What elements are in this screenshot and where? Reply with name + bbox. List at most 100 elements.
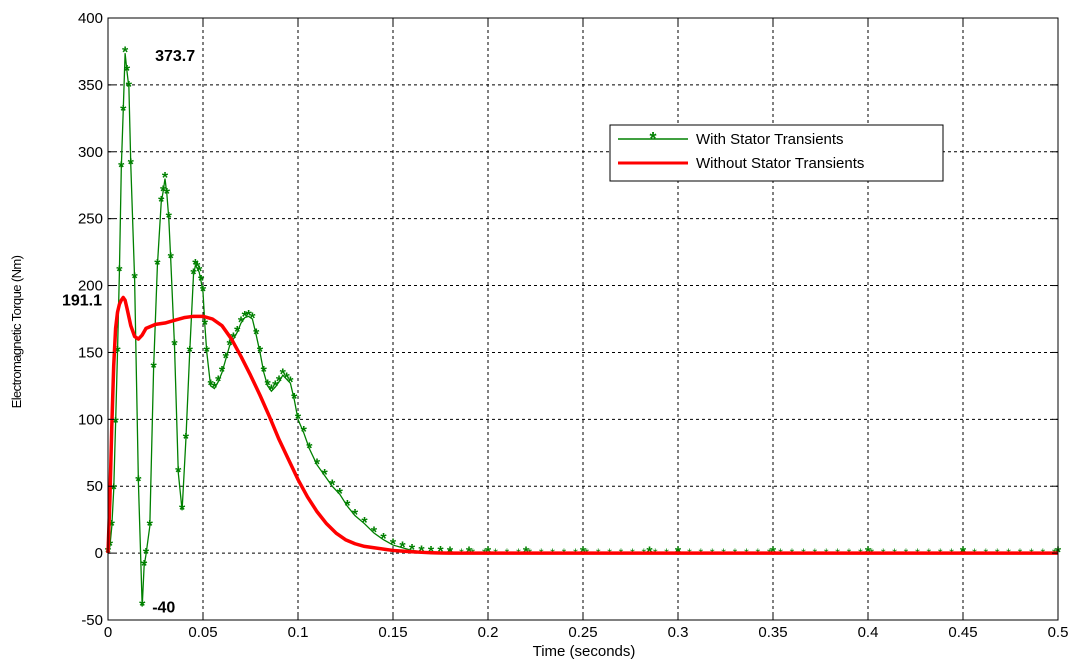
data-point-with-stator-transients: * <box>268 383 275 400</box>
y-tick-label: 150 <box>78 344 103 361</box>
data-point-with-stator-transients: * <box>168 250 175 267</box>
data-point-with-stator-transients: * <box>122 45 129 62</box>
data-point-with-stator-transients: * <box>245 308 252 325</box>
data-point-with-stator-transients: * <box>187 344 194 361</box>
data-point-with-stator-transients: * <box>166 210 173 227</box>
data-point-with-stator-transients: * <box>306 440 313 457</box>
y-tick-label: 350 <box>78 77 103 94</box>
axes: 0 0.05 0.1 0.15 0.2 0.25 0.3 0.35 0.4 0.45 0.5-500… <box>78 10 1068 641</box>
data-point-with-stator-transients: * <box>111 482 118 499</box>
grid <box>108 18 1058 620</box>
series-line-without-stator-transients <box>106 295 1058 555</box>
data-point-with-stator-transients: * <box>107 538 114 555</box>
y-tick-label: 300 <box>78 144 103 161</box>
y-tick-label: 400 <box>78 10 103 27</box>
data-point-with-stator-transients: * <box>190 266 197 283</box>
data-point-with-stator-transients: * <box>139 598 146 615</box>
data-point-with-stator-transients: * <box>261 364 268 381</box>
x-tick-label: 0.35 <box>758 624 787 641</box>
data-point-with-stator-transients: * <box>287 375 294 392</box>
data-point-with-stator-transients: * <box>253 327 260 344</box>
data-point-with-stator-transients: * <box>175 464 182 481</box>
y-tick-label: -50 <box>81 612 103 629</box>
data-point-with-stator-transients: * <box>337 486 344 503</box>
data-point-with-stator-transients: * <box>194 260 201 277</box>
x-tick-label: 0 <box>104 624 112 641</box>
data-point-with-stator-transients: * <box>179 502 186 519</box>
annotation-label: 191.1 <box>62 292 102 309</box>
data-point-with-stator-transients: * <box>291 391 298 408</box>
data-point-with-stator-transients: * <box>128 157 135 174</box>
data-point-with-stator-transients: * <box>280 367 287 384</box>
data-point-with-stator-transients: * <box>204 344 211 361</box>
data-point-with-stator-transients: * <box>141 558 148 575</box>
data-point-with-stator-transients: * <box>242 309 249 326</box>
data-point-with-stator-transients: * <box>207 377 214 394</box>
data-point-with-stator-transients: * <box>183 431 190 448</box>
data-point-with-stator-transients: * <box>264 377 271 394</box>
data-point-with-stator-transients: * <box>196 264 203 281</box>
data-point-with-stator-transients: * <box>352 507 359 524</box>
data-point-with-stator-transients: * <box>301 424 308 441</box>
data-point-with-stator-transients: * <box>160 183 167 200</box>
data-point-with-stator-transients: * <box>215 373 222 390</box>
data-point-with-stator-transients: * <box>390 537 397 554</box>
legend-box <box>609 124 944 182</box>
x-tick-label: 0.4 <box>858 624 879 641</box>
x-tick-label: 0.15 <box>378 624 407 641</box>
data-point-with-stator-transients: * <box>399 539 406 556</box>
legend: * With Stator Transients Without Stator … <box>609 124 944 182</box>
data-point-with-stator-transients: * <box>371 525 378 542</box>
data-point-with-stator-transients: * <box>272 379 279 396</box>
data-point-with-stator-transients: * <box>211 380 218 397</box>
data-point-with-stator-transients: * <box>202 317 209 334</box>
data-point-with-stator-transients: * <box>230 331 237 348</box>
x-tick-label: 0.2 <box>478 624 499 641</box>
data-point-with-stator-transients: * <box>135 474 142 491</box>
x-tick-label: 0.25 <box>568 624 597 641</box>
data-point-with-stator-transients: * <box>361 515 368 532</box>
data-point-with-stator-transients: * <box>380 531 387 548</box>
data-point-with-stator-transients: * <box>109 518 116 535</box>
data-point-with-stator-transients: * <box>192 257 199 274</box>
annotation-label: 373.7 <box>155 48 195 65</box>
data-point-with-stator-transients: * <box>154 257 161 274</box>
data-point-with-stator-transients: * <box>219 364 226 381</box>
data-point-with-stator-transients: * <box>114 344 121 361</box>
data-point-with-stator-transients: * <box>321 467 328 484</box>
x-tick-label: 0.05 <box>188 624 217 641</box>
annotations: 373.7 -40 191.1 <box>62 48 195 616</box>
data-point-with-stator-transients: * <box>131 270 138 287</box>
data-point-with-stator-transients: * <box>164 186 171 203</box>
data-point-with-stator-transients: * <box>295 411 302 428</box>
data-point-with-stator-transients: * <box>126 79 133 96</box>
data-point-with-stator-transients: * <box>283 371 290 388</box>
data-point-with-stator-transients: * <box>171 337 178 354</box>
data-point-with-stator-transients: * <box>158 194 165 211</box>
y-tick-label: 100 <box>78 411 103 428</box>
x-axis-label: Time (seconds) <box>533 643 636 660</box>
data-point-with-stator-transients: * <box>238 315 245 332</box>
data-point-with-stator-transients: * <box>150 360 157 377</box>
x-tick-label: 0.1 <box>288 624 309 641</box>
data-point-with-stator-transients: * <box>226 337 233 354</box>
legend-label-with-stator-transients: With Stator Transients <box>696 131 844 148</box>
data-point-with-stator-transients: * <box>116 264 123 281</box>
data-point-with-stator-transients: * <box>344 498 351 515</box>
data-point-with-stator-transients: * <box>276 373 283 390</box>
data-point-with-stator-transients: * <box>124 63 131 80</box>
data-point-with-stator-transients: * <box>198 273 205 290</box>
y-tick-label: 0 <box>95 545 103 562</box>
y-tick-label: 200 <box>78 278 103 295</box>
data-point-with-stator-transients: * <box>257 344 264 361</box>
x-tick-label: 0.5 <box>1048 624 1069 641</box>
y-axis-label: Electromagnetic Torque (Nm) <box>9 255 24 408</box>
data-point-with-stator-transients: * <box>329 478 336 495</box>
data-point-with-stator-transients: * <box>118 159 125 176</box>
y-tick-label: 50 <box>86 478 103 495</box>
x-tick-label: 0.45 <box>948 624 977 641</box>
data-point-with-stator-transients: * <box>200 284 207 301</box>
legend-label-without-stator-transients: Without Stator Transients <box>696 155 864 172</box>
